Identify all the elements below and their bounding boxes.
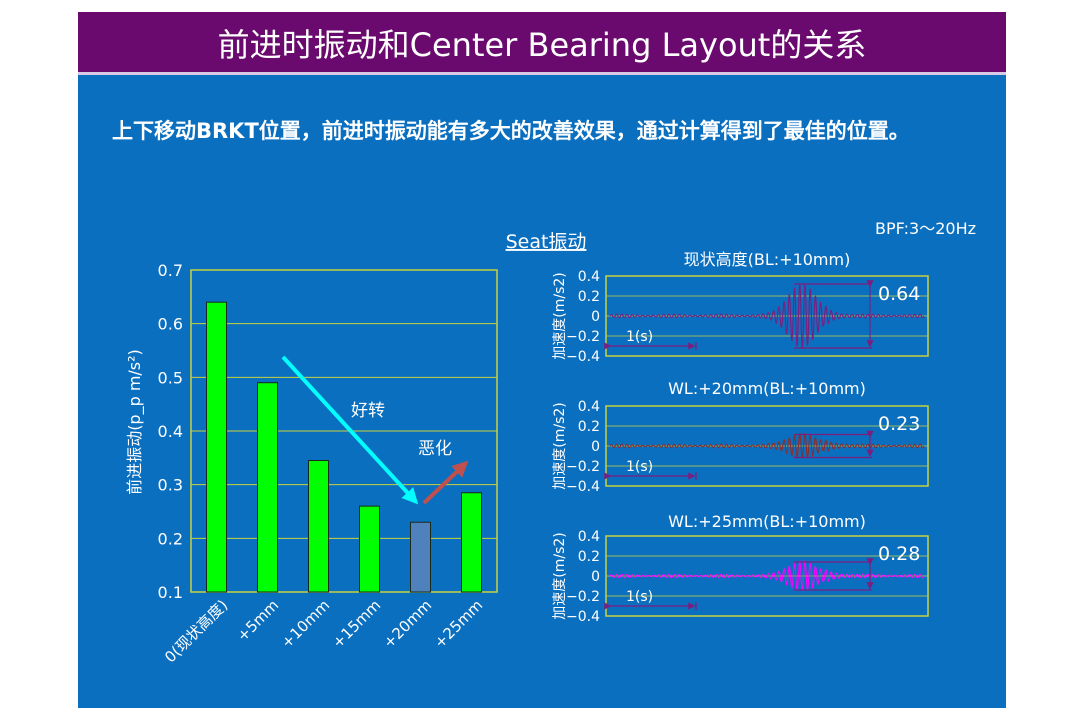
waveform-y-tick-label: 0 [591,439,600,455]
worsen-arrow [422,460,469,505]
waveform-panel-3: WL:+25mm(BL:+10mm) 0.4 0.2 0 −0.2 −0.4加速度(m/s… [552,512,929,625]
peak-to-peak-value: 0.23 [878,413,920,435]
filter-note: BPF:3～20Hz [875,219,976,238]
waveform-y-axis-label: 加速度(m/s2) [552,402,568,489]
waveform-y-tick-label: −0.2 [566,459,600,475]
waveform-y-tick-label: −0.2 [566,329,600,345]
bar-y-tick-label: 0.3 [158,476,183,495]
improve-arrow [281,355,419,505]
slide-title: 前进时振动和Center Bearing Layout的关系 [217,26,867,64]
bar-chart: 0.1 0.2 0.3 0.4 0.5 0.6 0.7 0(现状高度) +5mm+10mm+1… [125,261,498,666]
waveform-y-tick-label: 0.4 [578,529,600,545]
bar-y-tick-label: 0.5 [158,368,183,387]
bar-gridlines [191,323,497,539]
bar-y-tick-label: 0.6 [158,315,183,334]
bar-x-label: +5mm [233,596,282,645]
waveform-chart: Seat振动 BPF:3～20Hz 现状高度(BL:+10mm) 0.4 0.2 0 −… [506,219,976,625]
bar-x-label: +15mm [329,596,385,652]
waveform-panel-title: WL:+25mm(BL:+10mm) [668,512,866,531]
waveform-y-tick-label: 0.2 [578,289,600,305]
slide: 前进时振动和Center Bearing Layout的关系 上下移动BRKT位… [78,12,1006,708]
bar-4 [410,521,431,593]
peak-to-peak-value: 0.28 [878,543,920,565]
bar-3 [359,505,380,593]
bar-x-labels: 0(现状高度) +5mm+10mm+15mm+20mm+25mm [161,596,486,666]
bar-1 [257,382,278,593]
waveform-y-tick-label: 0.2 [578,419,600,435]
charts-canvas: 0.1 0.2 0.3 0.4 0.5 0.6 0.7 0(现状高度) +5mm+10mm+1… [125,219,976,666]
bar-x-label: +25mm [431,596,487,652]
bar-y-tick-label: 0.4 [158,422,183,441]
time-scale-label: 1(s) [626,589,653,605]
waveform-y-tick-label: −0.4 [566,349,600,365]
waveform-y-axis-label: 加速度(m/s2) [552,532,568,619]
waveform-y-tick-label: −0.2 [566,589,600,605]
bar-y-axis-label: 前进振动(p_p m/s²) [125,349,145,495]
bar-2 [308,460,329,593]
waveform-trace [609,432,925,459]
waveform-trace [609,559,925,591]
waveform-y-tick-label: 0 [591,309,600,325]
annotation-improve: 好转 [351,401,385,421]
bar-x-label: +10mm [278,596,334,652]
waveform-y-tick-label: −0.4 [566,609,600,625]
title-bar: 前进时振动和Center Bearing Layout的关系 [78,12,1006,75]
time-scale-label: 1(s) [626,329,653,345]
waveform-panel-title: 现状高度(BL:+10mm) [684,250,851,269]
waveform-y-tick-label: −0.4 [566,479,600,495]
waveform-title: Seat振动 [506,231,587,253]
waveform-y-tick-label: 0.4 [578,399,600,415]
time-scale-label: 1(s) [626,459,653,475]
waveform-y-tick-label: 0.2 [578,549,600,565]
slide-subtitle: 上下移动BRKT位置，前进时振动能有多大的改善效果，通过计算得到了最佳的位置。 [112,119,910,143]
bar-x-label: +20mm [380,596,436,652]
bar-y-tick-label: 0.7 [158,261,183,280]
waveform-y-tick-label: 0 [591,569,600,585]
bar-y-ticks: 0.1 0.2 0.3 0.4 0.5 0.6 0.7 [158,261,183,602]
waveform-panel-title: WL:+20mm(BL:+10mm) [668,379,866,398]
bar-y-tick-label: 0.2 [158,529,183,548]
bar-series [206,301,482,593]
bar-x-label: 0(现状高度) [161,596,231,666]
waveform-y-axis-label: 加速度(m/s2) [552,272,568,359]
bar-5 [461,492,482,593]
bar-0 [206,301,227,593]
bar-y-tick-label: 0.1 [158,583,183,602]
waveform-y-tick-label: 0.4 [578,269,600,285]
waveform-panel-2: WL:+20mm(BL:+10mm) 0.4 0.2 0 −0.2 −0.4加速度(m/s… [552,379,929,495]
waveform-trace [609,284,925,349]
annotation-worsen: 恶化 [418,439,452,459]
peak-to-peak-value: 0.64 [878,283,920,305]
